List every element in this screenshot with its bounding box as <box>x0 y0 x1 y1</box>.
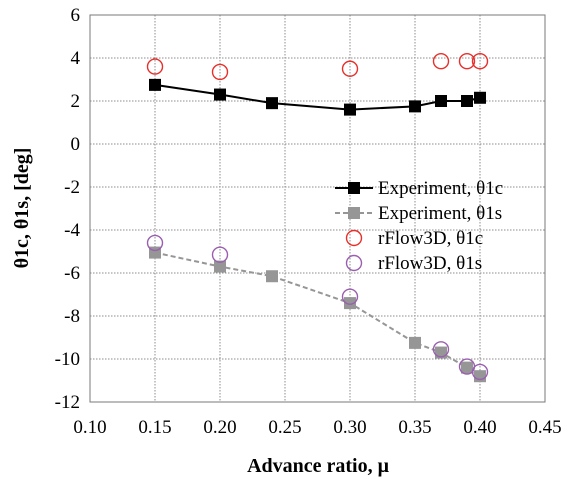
y-tick-label: 6 <box>71 5 81 26</box>
point-experiment-1s <box>266 270 278 282</box>
x-tick-label: 0.15 <box>138 417 171 438</box>
point-rflow3d-1c <box>434 54 449 69</box>
y-tick-label: -12 <box>55 392 80 413</box>
y-tick-label: 2 <box>71 91 81 112</box>
x-tick-label: 0.10 <box>73 417 106 438</box>
point-experiment-1c <box>435 95 447 107</box>
legend-marker-experiment-1c <box>348 182 360 194</box>
legend-marker-rflow3d-1c <box>347 231 362 246</box>
legend-label-rflow3d-1s: rFlow3D, θ1s <box>378 253 482 274</box>
x-tick-label: 0.40 <box>463 417 496 438</box>
y-tick-label: -6 <box>64 263 80 284</box>
y-tick-label: -2 <box>64 177 80 198</box>
point-experiment-1s <box>461 362 473 374</box>
y-tick-label: -4 <box>64 220 80 241</box>
legend-label-experiment-1s: Experiment, θ1s <box>378 203 502 224</box>
y-tick-label: 0 <box>71 134 81 155</box>
point-experiment-1c <box>344 104 356 116</box>
point-experiment-1c <box>266 97 278 109</box>
point-experiment-1s <box>409 337 421 349</box>
point-experiment-1c <box>474 92 486 104</box>
x-tick-label: 0.20 <box>203 417 236 438</box>
point-experiment-1s <box>474 370 486 382</box>
point-experiment-1c <box>409 100 421 112</box>
y-tick-label: -10 <box>55 349 80 370</box>
point-experiment-1c <box>149 79 161 91</box>
legend-marker-experiment-1s <box>348 207 360 219</box>
x-tick-labels: 0.10 0.15 0.20 0.25 0.30 0.35 0.40 0.45 <box>73 417 561 438</box>
y-tick-labels: 6 4 2 0 -2 -4 -6 -8 -10 -12 <box>55 5 81 413</box>
series-line-experiment-1c <box>155 85 480 110</box>
y-tick-label: -8 <box>64 306 80 327</box>
point-experiment-1c <box>214 89 226 101</box>
legend-label-rflow3d-1c: rFlow3D, θ1c <box>378 228 483 249</box>
x-tick-label: 0.45 <box>528 417 561 438</box>
legend: Experiment, θ1c Experiment, θ1s rFlow3D, θ… <box>335 178 503 274</box>
x-tick-label: 0.25 <box>268 417 301 438</box>
y-tick-label: 4 <box>71 48 81 69</box>
x-tick-label: 0.35 <box>398 417 431 438</box>
point-experiment-1c <box>461 95 473 107</box>
legend-marker-rflow3d-1s <box>347 256 362 271</box>
legend-label-experiment-1c: Experiment, θ1c <box>378 178 503 199</box>
x-tick-label: 0.30 <box>333 417 366 438</box>
x-axis-title: Advance ratio, μ <box>247 455 390 477</box>
y-axis-title: θ1c, θ1s, [deg] <box>11 148 33 269</box>
